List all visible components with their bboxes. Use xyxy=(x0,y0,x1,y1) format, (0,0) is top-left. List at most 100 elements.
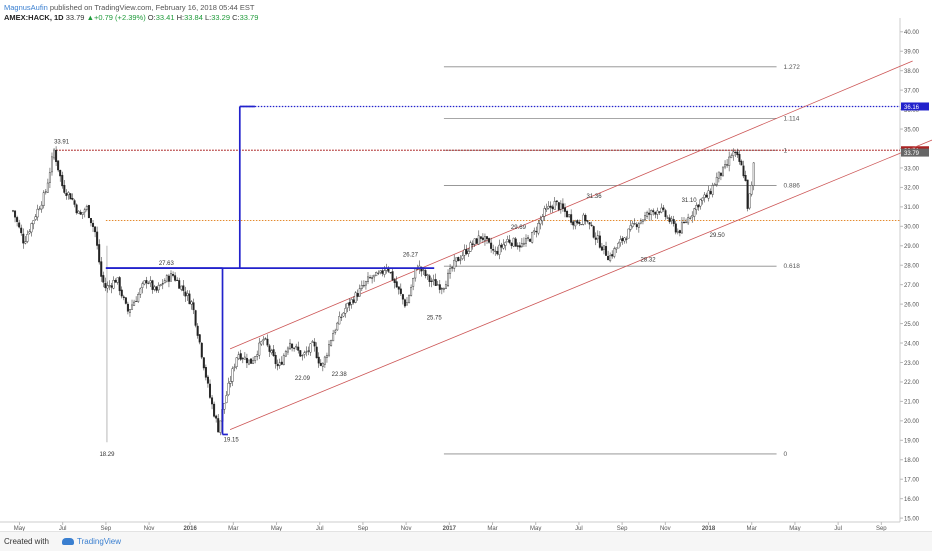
candle xyxy=(420,266,423,272)
candle xyxy=(685,221,688,223)
candle xyxy=(453,259,456,269)
candle xyxy=(323,356,326,365)
candle xyxy=(442,288,445,290)
candle xyxy=(623,237,626,242)
candle xyxy=(186,293,189,296)
candle xyxy=(219,420,222,433)
candle xyxy=(627,228,630,239)
candle xyxy=(358,288,361,297)
candle xyxy=(664,210,667,217)
candle xyxy=(303,352,306,355)
price-chart[interactable]: 15.00 16.00 17.00 18.00 19.00 20.00 21.00 22.00… xyxy=(0,0,932,531)
target-price-tag-label: 36.16 xyxy=(904,105,920,111)
candle xyxy=(128,309,131,313)
candle xyxy=(375,272,378,277)
price-tick-label: 31.00 xyxy=(904,205,920,211)
candle xyxy=(116,277,119,283)
candle xyxy=(674,223,677,233)
candle xyxy=(568,214,571,217)
price-annotation: 19.15 xyxy=(224,437,240,443)
candle xyxy=(126,303,129,312)
price-annotation: 28.32 xyxy=(641,257,657,263)
price-tick-label: 17.00 xyxy=(904,478,920,484)
candle xyxy=(424,270,427,277)
candle xyxy=(198,334,201,343)
candle xyxy=(241,358,244,360)
price-tick-label: 21.00 xyxy=(904,400,920,406)
candle xyxy=(701,197,704,201)
price-tick-label: 18.00 xyxy=(904,458,920,464)
candle xyxy=(356,293,359,297)
candle xyxy=(96,231,99,246)
candle xyxy=(471,243,474,246)
candle xyxy=(405,302,408,306)
candle xyxy=(516,245,519,247)
candle xyxy=(245,357,248,364)
candle xyxy=(545,207,548,210)
candle xyxy=(30,223,33,233)
candle xyxy=(104,283,107,289)
time-tick-label: Jul xyxy=(316,526,324,531)
price-tick-label: 27.00 xyxy=(904,283,920,289)
candle xyxy=(500,244,503,248)
candle xyxy=(463,249,466,256)
price-tick-label: 39.00 xyxy=(904,50,920,56)
candle xyxy=(676,231,679,233)
candle xyxy=(750,184,753,195)
candle xyxy=(703,194,706,199)
candle xyxy=(325,354,328,358)
tradingview-link[interactable]: TradingView xyxy=(62,537,121,546)
candle xyxy=(383,270,386,275)
candle xyxy=(202,357,205,369)
price-annotation: 25.75 xyxy=(427,316,443,322)
candle xyxy=(188,293,191,305)
symbol-info: AMEX:HACK, 1D 33.79 ▲+0.79 (+2.39%) O:33… xyxy=(4,13,259,22)
candle xyxy=(254,356,257,361)
candle xyxy=(656,210,659,215)
tradingview-cloud-icon xyxy=(62,538,74,545)
candle xyxy=(481,237,484,240)
candle xyxy=(330,340,333,346)
candle xyxy=(637,223,640,228)
time-tick-label: Nov xyxy=(401,526,412,531)
candle xyxy=(566,211,569,218)
candle xyxy=(736,151,739,156)
candle xyxy=(135,300,138,302)
candle xyxy=(200,342,203,358)
candle xyxy=(147,282,150,284)
candle xyxy=(557,202,560,210)
candle xyxy=(393,279,396,283)
price-tick-label: 23.00 xyxy=(904,361,920,367)
candle xyxy=(55,150,58,162)
candle xyxy=(465,248,468,255)
author-link[interactable]: MagnusAufin xyxy=(4,3,48,12)
candle xyxy=(293,347,296,349)
price-tick-label: 33.00 xyxy=(904,166,920,172)
candle xyxy=(11,210,14,212)
time-tick-label: Jul xyxy=(575,526,583,531)
candle xyxy=(46,182,49,193)
candle xyxy=(687,217,690,224)
candle xyxy=(535,231,538,233)
candle xyxy=(252,360,255,364)
candle xyxy=(574,221,577,227)
time-tick-label: Nov xyxy=(660,526,671,531)
candle xyxy=(660,207,663,213)
price-annotation: 29.69 xyxy=(511,225,527,231)
price-tick-label: 38.00 xyxy=(904,69,920,75)
candle xyxy=(346,303,349,309)
time-tick-label: 2016 xyxy=(183,526,197,531)
candle xyxy=(576,220,579,224)
price-tick-label: 15.00 xyxy=(904,516,920,522)
price-tick-label: 40.00 xyxy=(904,30,920,36)
candle xyxy=(14,210,17,218)
candle xyxy=(479,236,482,239)
candle xyxy=(217,418,220,433)
candle xyxy=(145,280,148,284)
fib-level-label: 0.618 xyxy=(784,263,801,270)
candle xyxy=(590,224,593,226)
candle xyxy=(625,238,628,240)
candle xyxy=(559,203,562,210)
price-tick-label: 25.00 xyxy=(904,322,920,328)
candle xyxy=(258,342,261,356)
